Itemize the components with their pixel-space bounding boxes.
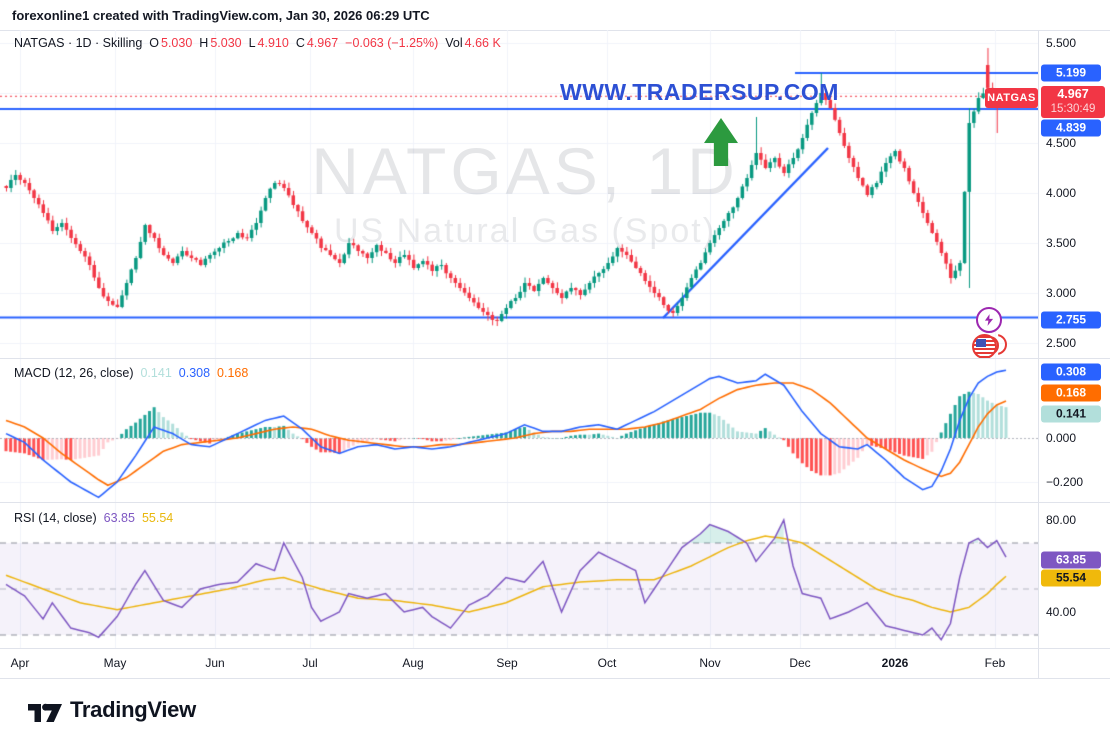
economic-event-flag-icon[interactable] — [972, 334, 1012, 359]
time-axis-label: Dec — [789, 656, 811, 670]
tradingview-logo-icon[interactable] — [28, 698, 64, 726]
high-label: H — [199, 36, 209, 50]
rsi-timeaxis-divider — [0, 648, 1110, 649]
price-axis-tick: 3.000 — [1046, 286, 1077, 300]
breakout-price-badge: 4.839 — [1041, 119, 1101, 137]
tradingview-brand-text[interactable]: TradingView — [70, 697, 196, 722]
indicator-value-badge: 55.54 — [1041, 569, 1101, 587]
lightning-bolt-glyph — [984, 314, 994, 326]
header-credit-text: forexonline1 created with TradingView.co… — [12, 8, 430, 23]
high-value: 5.030 — [210, 36, 242, 50]
macd-legend: MACD (12, 26, close) 0.141 0.308 0.168 — [14, 366, 248, 380]
macd-hist-value: 0.141 — [140, 366, 172, 380]
price-axis-tick: 4.500 — [1046, 136, 1077, 150]
rsi-axis-tick: 80.00 — [1046, 513, 1077, 527]
alert-lightning-icon[interactable] — [976, 307, 1002, 333]
time-axis-label: May — [103, 656, 127, 670]
time-axis-label: Sep — [496, 656, 518, 670]
resistance-price-badge: 5.199 — [1041, 64, 1101, 82]
macd-axis-tick: 0.000 — [1046, 431, 1077, 445]
indicator-value-badge: 0.141 — [1041, 405, 1101, 423]
price-macd-divider — [0, 358, 1110, 359]
macd-pane-canvas[interactable] — [0, 358, 1038, 502]
close-label: C — [295, 36, 305, 50]
macd-legend-title[interactable]: MACD (12, 26, close) — [14, 366, 134, 380]
price-axis-tick: 2.500 — [1046, 336, 1077, 350]
indicator-value-badge: 63.85 — [1041, 551, 1101, 569]
volume-value: 4.66 K — [464, 36, 501, 50]
macd-signal-value: 0.168 — [217, 366, 249, 380]
chart-bottom-border — [0, 678, 1110, 679]
low-label: L — [248, 36, 256, 50]
symbol-price-tag: NATGAS — [985, 88, 1038, 108]
rsi-value: 63.85 — [103, 511, 135, 525]
rsi-legend: RSI (14, close) 63.85 55.54 — [14, 511, 173, 525]
time-axis-label: Nov — [699, 656, 721, 670]
indicator-value-badge: 0.168 — [1041, 384, 1101, 402]
open-value: 5.030 — [161, 36, 193, 50]
price-pane-canvas[interactable] — [0, 30, 1038, 358]
rsi-axis-tick: 40.00 — [1046, 605, 1077, 619]
price-axis-tick: 4.000 — [1046, 186, 1077, 200]
price-legend: NATGAS · 1D · Skilling O 5.030 H 5.030 L… — [14, 36, 501, 50]
price-legend-title[interactable]: NATGAS · 1D · Skilling — [14, 36, 143, 50]
time-axis-label: Feb — [984, 656, 1006, 670]
price-scale-border — [1038, 30, 1039, 678]
last-price-value: 4.967 — [1057, 87, 1089, 101]
macd-line-value: 0.308 — [178, 366, 211, 380]
rsi-ma-value: 55.54 — [141, 511, 174, 525]
macd-axis-tick: −0.200 — [1046, 475, 1084, 489]
price-axis-tick: 5.500 — [1046, 36, 1077, 50]
tradersup-watermark-text: WWW.TRADERSUP.COM — [560, 79, 839, 105]
support-price-badge: 2.755 — [1041, 311, 1101, 329]
low-value: 4.910 — [257, 36, 289, 50]
change-value: −0.063 (−1.25%) — [345, 36, 439, 50]
time-axis-label: 2026 — [881, 656, 909, 670]
price-axis-tick: 3.500 — [1046, 236, 1077, 250]
time-axis-label: Jun — [205, 656, 225, 670]
volume-label: Vol — [445, 36, 463, 50]
time-axis-label: Aug — [402, 656, 424, 670]
close-value: 4.967 — [306, 36, 339, 50]
us-flag-glyph — [972, 334, 997, 359]
time-axis-label: Jul — [302, 656, 318, 670]
last-price-badge: 4.967 15:30:49 — [1041, 86, 1105, 118]
time-axis-label: Apr — [10, 656, 30, 670]
open-label: O — [149, 36, 159, 50]
rsi-legend-title[interactable]: RSI (14, close) — [14, 511, 97, 525]
indicator-value-badge: 0.308 — [1041, 363, 1101, 381]
time-axis-label: Oct — [597, 656, 617, 670]
rsi-pane-canvas[interactable] — [0, 502, 1038, 648]
macd-rsi-divider — [0, 502, 1110, 503]
bar-countdown: 15:30:49 — [1050, 103, 1096, 115]
